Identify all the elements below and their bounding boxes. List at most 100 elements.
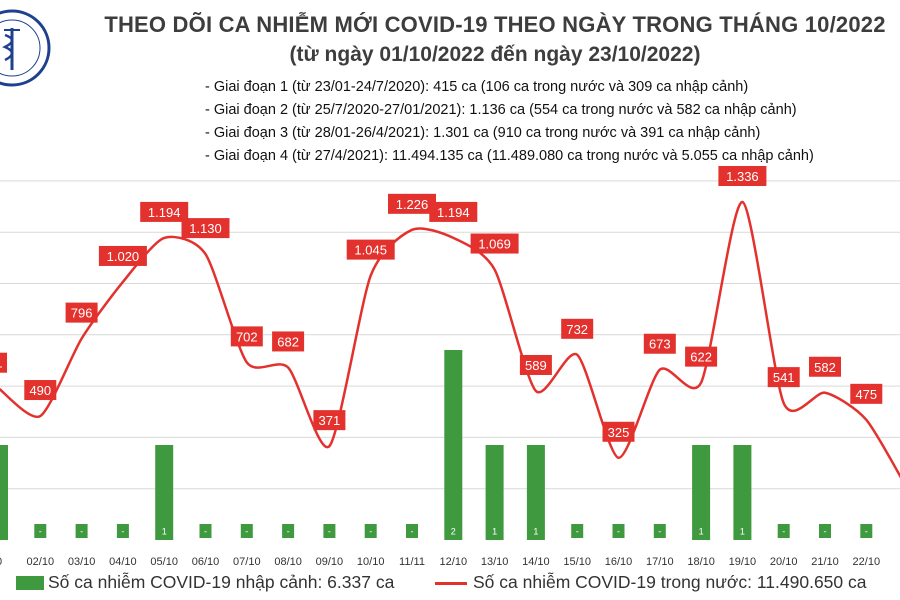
x-tick-label: 19/10	[729, 556, 757, 568]
line-label-box	[24, 380, 57, 401]
x-tick-label: 11/11	[399, 556, 425, 568]
bar-label-box	[695, 524, 708, 538]
line-data-label: 1	[0, 356, 3, 371]
line-label-box	[346, 239, 395, 260]
line-data-label: 325	[608, 425, 630, 440]
line-data-label: 796	[71, 306, 93, 321]
ministry-of-health-logo	[0, 9, 51, 87]
line-data-label: 1.020	[107, 249, 140, 264]
series-line	[0, 200, 900, 479]
line-label-box	[230, 326, 263, 347]
bar	[485, 445, 504, 540]
line-label-box	[685, 346, 718, 367]
stage-notes: - Giai đoạn 1 (từ 23/01-24/7/2020): 415 …	[205, 76, 814, 168]
stage-note: - Giai đoạn 2 (từ 25/7/2020-27/01/2021):…	[205, 102, 797, 118]
bar-label-box	[736, 524, 749, 538]
bar-label-box	[158, 524, 171, 538]
bar	[733, 445, 752, 540]
line-label-box	[140, 201, 189, 222]
bar-label-box	[612, 524, 625, 538]
line-data-label: 475	[855, 387, 877, 402]
legend-item-line: Số ca nhiễm COVID-19 trong nước: 11.490.…	[435, 572, 867, 593]
line-label-box	[0, 352, 7, 373]
line-data-label: 732	[566, 322, 588, 337]
bar-label-box	[819, 524, 831, 538]
line-data-label: 1.336	[726, 169, 759, 184]
line-label-box	[718, 165, 767, 186]
bar-data-label: 1	[740, 527, 745, 537]
line-label-box	[470, 233, 519, 254]
legend-item-bar: Số ca nhiễm COVID-19 nhập cảnh: 6.337 ca	[16, 572, 394, 593]
line-label-box	[388, 193, 436, 214]
bar-label-box	[447, 524, 460, 538]
chart-title: THEO DÕI CA NHIỄM MỚI COVID-19 THEO NGÀY…	[104, 12, 886, 37]
bar	[155, 445, 174, 540]
line-data-label: 673	[649, 337, 671, 352]
bar-label-box	[34, 524, 47, 538]
bar-label-box	[860, 524, 873, 538]
line-label-box	[602, 421, 635, 442]
line-data-label: 582	[814, 360, 836, 375]
x-tick-label: 14/10	[522, 556, 550, 568]
line-label-box	[561, 318, 594, 339]
line-label-box	[767, 367, 800, 388]
stage-note: - Giai đoạn 3 (từ 28/01-26/4/2021): 1.30…	[205, 125, 761, 141]
x-tick-label: 09/10	[316, 556, 344, 568]
line-data-label: 1.045	[354, 243, 387, 258]
line-label-box	[519, 354, 552, 375]
bar-data-label: 1	[492, 527, 497, 537]
bar-data-label: -	[411, 527, 414, 537]
legend: Số ca nhiễm COVID-19 nhập cảnh: 6.337 ca…	[0, 570, 900, 600]
bar-label-box	[75, 524, 88, 538]
bar-label-box	[653, 524, 666, 538]
line-label-box	[643, 333, 676, 354]
bar-data-label: -	[865, 527, 868, 537]
bar-data-label: -	[782, 527, 785, 537]
line-data-label: 490	[29, 383, 51, 398]
bar-label-box	[529, 524, 542, 538]
bar-data-label: -	[204, 527, 207, 537]
legend-bar-label: Số ca nhiễm COVID-19 nhập cảnh: 6.337 ca	[48, 572, 395, 592]
x-tick-label: 16/10	[605, 556, 633, 568]
line-label-box	[850, 383, 883, 404]
bar-data-label: -	[617, 527, 620, 537]
bar-data-label: -	[576, 527, 579, 537]
line-data-label: 1.194	[148, 205, 181, 220]
bar-label-box	[116, 524, 129, 538]
x-tick-label: 21/10	[811, 556, 839, 568]
x-tick-label: 05/10	[150, 556, 178, 568]
line-data-label: 541	[773, 370, 795, 385]
x-tick-label: 15/10	[563, 556, 591, 568]
line-data-label: 371	[319, 413, 341, 428]
line-label-box	[181, 218, 230, 239]
bar-label-box	[571, 524, 584, 538]
stage-note: - Giai đoạn 4 (từ 27/4/2021): 11.494.135…	[205, 148, 814, 164]
x-tick-label: 04/10	[109, 556, 137, 568]
bar-data-label: 2	[451, 527, 456, 537]
bar	[692, 445, 711, 540]
bar-label-box	[364, 524, 377, 538]
x-tick-label: 03/10	[68, 556, 96, 568]
x-tick-label: 12/10	[440, 556, 468, 568]
line-label-box	[809, 356, 841, 377]
line-data-label: 1.130	[189, 221, 222, 236]
x-tick-label: 02/10	[27, 556, 55, 568]
bar-label-box	[240, 524, 253, 538]
bar-label-box	[488, 524, 501, 538]
line-data-label: 622	[690, 350, 712, 365]
line-label-box	[98, 245, 147, 266]
x-tick-label: 18/10	[687, 556, 715, 568]
x-tick-label: 10/10	[357, 556, 385, 568]
line-data-label: 682	[277, 334, 299, 349]
line-label-box	[65, 302, 98, 323]
line-data-label: 589	[525, 358, 547, 373]
x-tick-label: 07/10	[233, 556, 261, 568]
line-data-label: 1.194	[437, 205, 470, 220]
bar	[444, 350, 463, 540]
bar-label-box	[777, 524, 790, 538]
bar-data-label: 1	[533, 527, 538, 537]
bar-data-label: -	[287, 527, 290, 537]
bar-data-label: -	[80, 527, 83, 537]
bar-data-label: -	[369, 527, 372, 537]
